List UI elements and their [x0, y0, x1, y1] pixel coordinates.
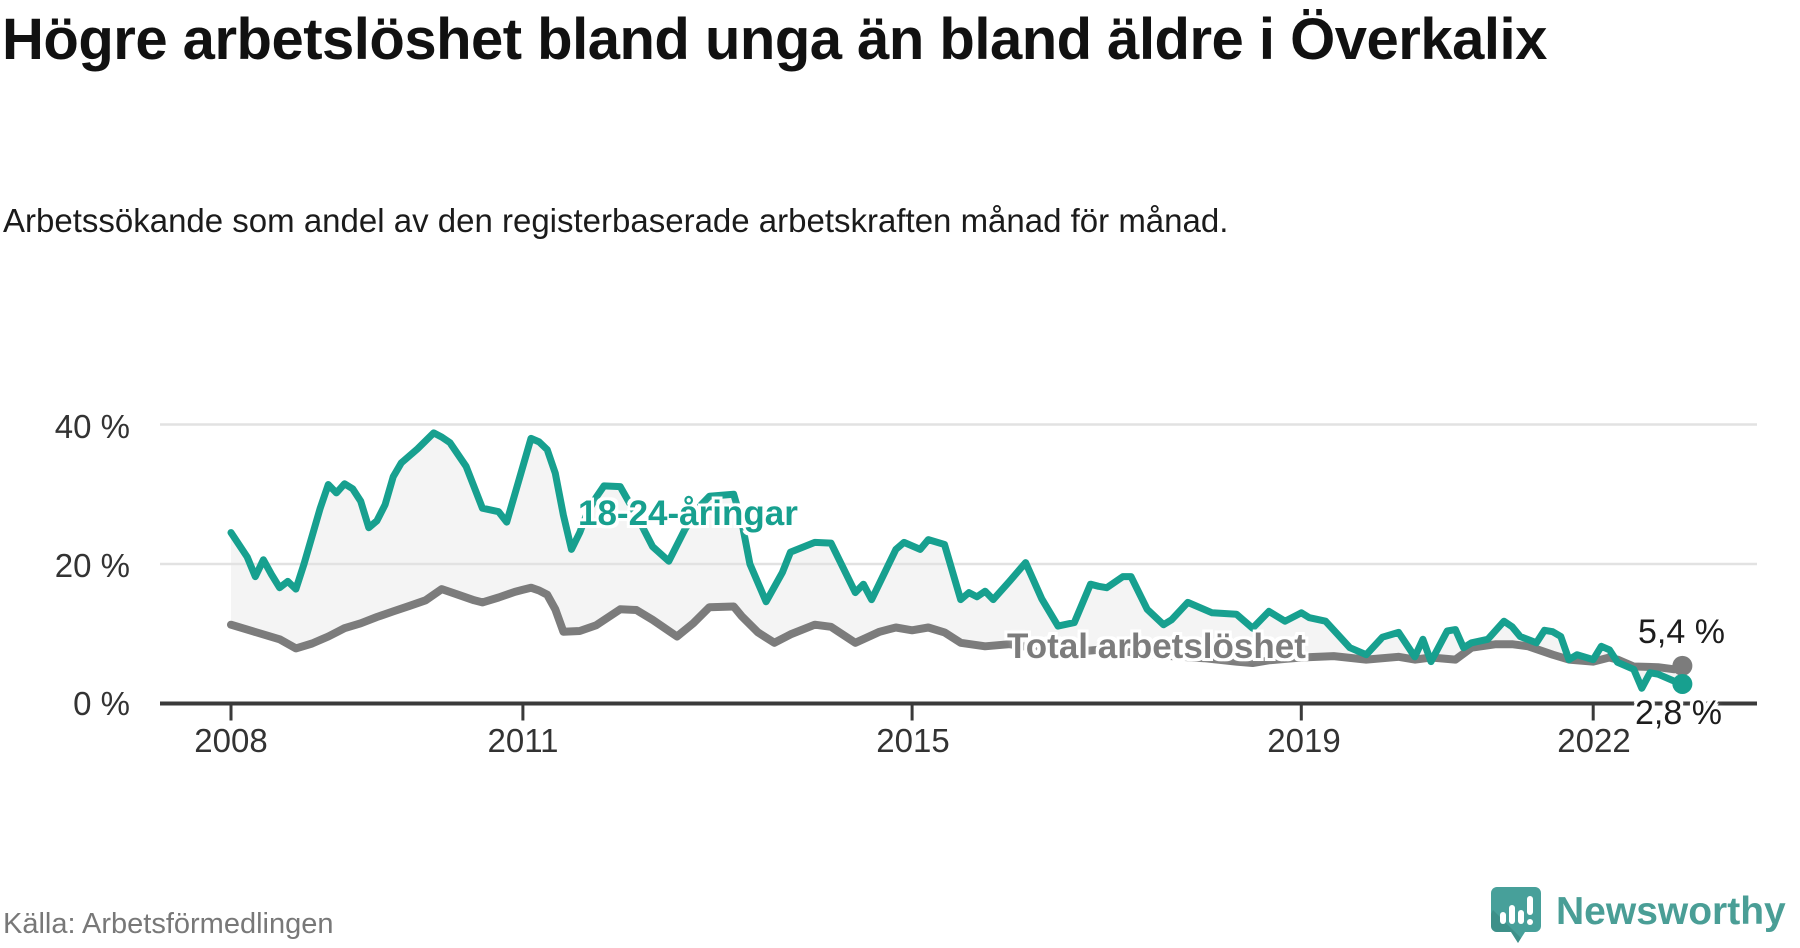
x-axis-tick-label-2008: 2008	[194, 722, 268, 759]
total-line	[227, 583, 1687, 674]
young-end-dot	[1672, 673, 1693, 694]
x-axis-tick-label-2022: 2022	[1557, 722, 1631, 759]
y-axis-tick-label-0: 0 %	[73, 685, 130, 722]
young-line	[227, 429, 1686, 692]
source-note: Källa: Arbetsförmedlingen	[3, 908, 334, 940]
chart-title: Högre arbetslöshet bland unga än bland ä…	[2, 7, 1547, 72]
series-label-total: Total arbetslöshet	[1007, 627, 1306, 666]
chart-subtitle: Arbetssökande som andel av den registerb…	[3, 202, 1229, 239]
y-axis-tick-label-40: 40 %	[54, 408, 130, 445]
x-axis-tick-label-2011: 2011	[487, 722, 559, 759]
total-end-dot	[1672, 655, 1693, 676]
end-value-label-young: 2,8 %	[1635, 694, 1722, 732]
x-axis-tick-label-2015: 2015	[876, 722, 950, 759]
series-label-young: 18-24-åringar	[578, 494, 798, 533]
brand-name: Newsworthy	[1556, 890, 1786, 933]
x-axis-tick-label-2019: 2019	[1267, 722, 1341, 759]
newsworthy-logo-icon	[1491, 887, 1541, 943]
y-axis-tick-label-20: 20 %	[54, 547, 130, 584]
end-value-label-total: 5,4 %	[1638, 613, 1725, 651]
newsworthy-logo[interactable]: Newsworthy	[1488, 884, 1798, 944]
